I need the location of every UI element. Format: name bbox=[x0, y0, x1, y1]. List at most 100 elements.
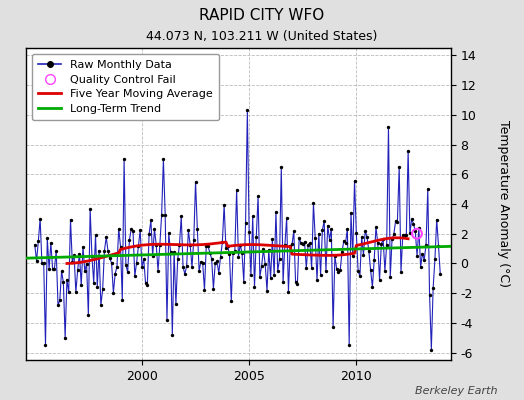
Point bbox=[329, 324, 337, 330]
Point bbox=[231, 248, 239, 254]
Point bbox=[139, 256, 148, 262]
Point bbox=[175, 242, 183, 248]
Point bbox=[313, 277, 321, 284]
Point bbox=[257, 263, 266, 269]
Point bbox=[41, 342, 50, 348]
Point bbox=[72, 289, 80, 296]
Point bbox=[282, 215, 291, 221]
Point bbox=[316, 272, 325, 278]
Point bbox=[250, 284, 259, 290]
Point bbox=[224, 243, 232, 249]
Point bbox=[348, 253, 357, 259]
Point bbox=[284, 288, 292, 295]
Point bbox=[173, 256, 182, 262]
Text: 44.073 N, 103.211 W (United States): 44.073 N, 103.211 W (United States) bbox=[146, 30, 378, 43]
Point bbox=[331, 253, 339, 259]
Point bbox=[90, 280, 98, 286]
Point bbox=[361, 228, 369, 234]
Point bbox=[242, 220, 250, 226]
Point bbox=[304, 242, 312, 248]
Point bbox=[34, 238, 42, 244]
Point bbox=[43, 234, 51, 241]
Point bbox=[299, 241, 307, 248]
Point bbox=[133, 260, 141, 266]
Point bbox=[397, 268, 405, 275]
Point bbox=[372, 224, 380, 230]
Point bbox=[125, 236, 134, 243]
Point bbox=[409, 220, 418, 227]
Point bbox=[266, 275, 275, 282]
Point bbox=[302, 264, 311, 271]
Point bbox=[356, 273, 364, 279]
Point bbox=[414, 225, 423, 232]
Point bbox=[138, 264, 146, 270]
Point bbox=[59, 279, 68, 286]
Point bbox=[342, 239, 350, 246]
Point bbox=[157, 212, 166, 218]
Point bbox=[265, 246, 273, 253]
Point bbox=[293, 281, 301, 287]
Point bbox=[205, 250, 214, 256]
Point bbox=[82, 260, 91, 267]
Point bbox=[395, 164, 403, 170]
Point bbox=[166, 249, 174, 255]
Point bbox=[196, 258, 205, 265]
Point bbox=[429, 285, 438, 291]
Point bbox=[272, 209, 280, 215]
Point bbox=[96, 302, 105, 308]
Point bbox=[291, 279, 300, 285]
Point bbox=[63, 276, 71, 283]
Point bbox=[75, 250, 84, 257]
Point bbox=[347, 210, 355, 216]
Point bbox=[181, 271, 189, 277]
Point bbox=[338, 248, 346, 255]
Point bbox=[130, 273, 139, 279]
Point bbox=[300, 239, 309, 245]
Point bbox=[379, 236, 387, 242]
Point bbox=[314, 230, 323, 237]
Point bbox=[186, 242, 194, 248]
Point bbox=[77, 282, 85, 288]
Text: RAPID CITY WFO: RAPID CITY WFO bbox=[199, 8, 325, 23]
Point bbox=[238, 250, 246, 256]
Point bbox=[323, 222, 332, 229]
Point bbox=[79, 244, 87, 250]
Point bbox=[188, 264, 196, 270]
Point bbox=[261, 261, 269, 268]
Point bbox=[383, 241, 391, 248]
Point bbox=[30, 242, 39, 248]
Point bbox=[118, 296, 126, 303]
Point bbox=[113, 264, 121, 270]
Point bbox=[434, 242, 443, 249]
Point bbox=[218, 239, 226, 246]
Point bbox=[104, 248, 112, 254]
Point bbox=[107, 260, 116, 266]
Point bbox=[318, 227, 326, 234]
Point bbox=[99, 286, 107, 292]
Point bbox=[281, 242, 289, 248]
Point bbox=[247, 272, 255, 278]
Point bbox=[311, 235, 320, 242]
Point bbox=[150, 226, 159, 232]
Point bbox=[279, 279, 287, 286]
Point bbox=[297, 240, 305, 246]
Point bbox=[420, 256, 429, 263]
Y-axis label: Temperature Anomaly (°C): Temperature Anomaly (°C) bbox=[497, 120, 510, 288]
Point bbox=[431, 256, 439, 262]
Point bbox=[179, 264, 187, 270]
Text: Berkeley Earth: Berkeley Earth bbox=[416, 386, 498, 396]
Point bbox=[268, 236, 277, 243]
Point bbox=[57, 268, 66, 274]
Point bbox=[106, 255, 114, 262]
Point bbox=[122, 262, 130, 268]
Point bbox=[67, 216, 75, 223]
Point bbox=[243, 107, 252, 114]
Point bbox=[391, 218, 400, 224]
Point bbox=[322, 268, 330, 274]
Point bbox=[270, 271, 278, 278]
Point bbox=[368, 284, 377, 290]
Point bbox=[359, 252, 368, 258]
Point bbox=[345, 342, 353, 348]
Point bbox=[156, 242, 164, 248]
Point bbox=[286, 243, 294, 250]
